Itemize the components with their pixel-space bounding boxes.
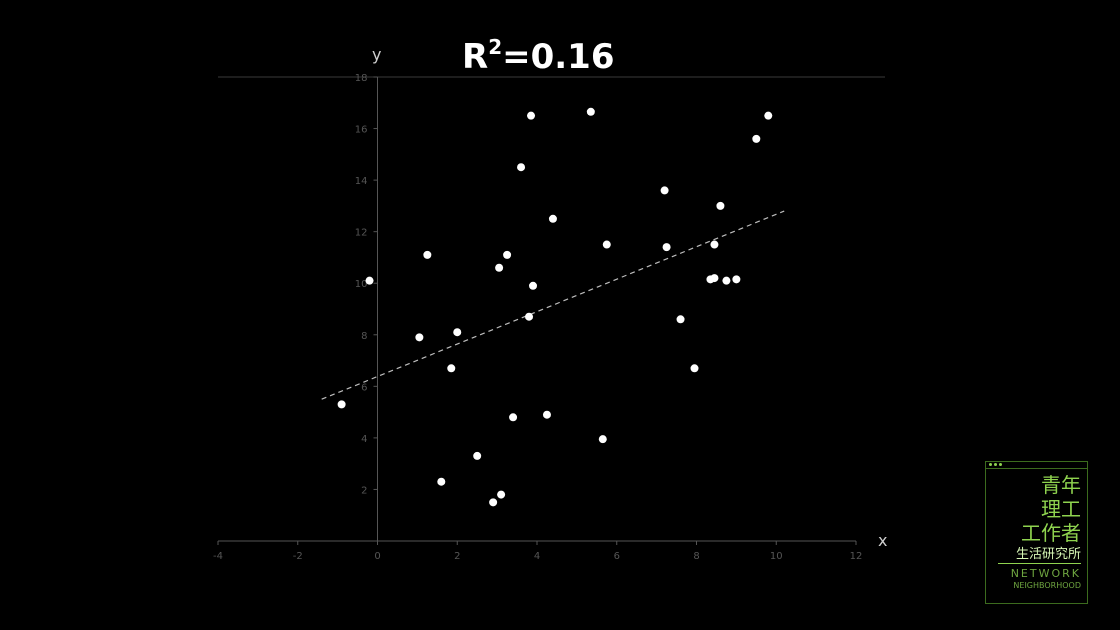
logo-dot-icon — [989, 463, 992, 466]
data-point — [722, 276, 731, 285]
y-tick-labels: 2 4 6 8 10 12 14 16 18 — [355, 73, 378, 496]
title-base: R — [462, 37, 488, 77]
data-point — [517, 163, 526, 172]
data-point — [337, 400, 346, 409]
logo-line-2: 理工 — [1041, 497, 1081, 521]
y-tick-label: 8 — [361, 331, 367, 342]
data-point — [447, 364, 456, 373]
data-point — [690, 364, 699, 373]
x-tick-label: -4 — [213, 551, 223, 562]
data-point — [423, 250, 432, 259]
data-points — [337, 107, 773, 507]
data-point — [548, 214, 557, 223]
y-tick-label: 18 — [355, 73, 368, 84]
data-point — [473, 451, 482, 460]
data-point — [503, 250, 512, 259]
x-tick-label: 0 — [374, 551, 380, 562]
data-point — [415, 333, 424, 342]
data-point — [732, 275, 741, 284]
data-point — [365, 276, 374, 285]
title-value: =0.16 — [502, 37, 614, 77]
data-point — [676, 315, 685, 324]
x-tick-label: 2 — [454, 551, 460, 562]
data-point — [453, 328, 462, 337]
data-point — [602, 240, 611, 249]
x-tick-label: 6 — [614, 551, 620, 562]
x-tick-labels: -4 -2 0 2 4 6 8 10 12 — [213, 541, 862, 562]
logo-dot-icon — [994, 463, 997, 466]
data-point — [497, 490, 506, 499]
x-tick-label: 12 — [850, 551, 863, 562]
data-point — [662, 243, 671, 252]
data-point — [525, 312, 534, 321]
y-tick-label: 4 — [361, 434, 367, 445]
data-point — [764, 111, 773, 120]
y-tick-label: 16 — [355, 125, 368, 136]
data-point — [437, 477, 446, 486]
logo-window-bar — [986, 462, 1087, 469]
y-axis-label: y — [372, 45, 381, 64]
data-point — [586, 107, 595, 116]
x-tick-label: 10 — [770, 551, 783, 562]
x-tick-label: -2 — [293, 551, 303, 562]
y-tick-label: 12 — [355, 228, 368, 239]
data-point — [716, 201, 725, 210]
y-tick-label: 2 — [361, 485, 367, 496]
axes — [218, 77, 856, 542]
data-point — [529, 281, 538, 290]
logo-line-3: 工作者 — [1021, 521, 1081, 545]
y-tick-label: 10 — [355, 279, 368, 290]
data-point — [752, 134, 761, 143]
data-point — [660, 186, 669, 195]
data-point — [489, 498, 498, 507]
x-tick-label: 8 — [693, 551, 699, 562]
data-point — [710, 274, 719, 283]
watermark-logo: 青年 理工 工作者 生活研究所 NETWORK NEIGHBORHOOD — [985, 461, 1088, 604]
chart-title: R2=0.16 — [462, 35, 615, 77]
data-point — [495, 263, 504, 272]
logo-dot-icon — [999, 463, 1002, 466]
y-tick-label: 6 — [361, 382, 367, 393]
title-superscript: 2 — [488, 35, 502, 59]
logo-line-5: NETWORK — [1010, 567, 1081, 580]
logo-line-6: NEIGHBORHOOD — [1013, 581, 1081, 590]
x-axis-label: x — [878, 531, 887, 550]
data-point — [710, 240, 719, 249]
logo-line-4: 生活研究所 — [998, 547, 1081, 564]
data-point — [598, 435, 607, 444]
logo-line-1: 青年 — [1041, 473, 1081, 497]
x-tick-label: 4 — [534, 551, 540, 562]
y-tick-label: 14 — [355, 176, 368, 187]
data-point — [509, 413, 518, 422]
data-point — [542, 410, 551, 419]
trend-line — [321, 210, 785, 400]
data-point — [527, 111, 536, 120]
